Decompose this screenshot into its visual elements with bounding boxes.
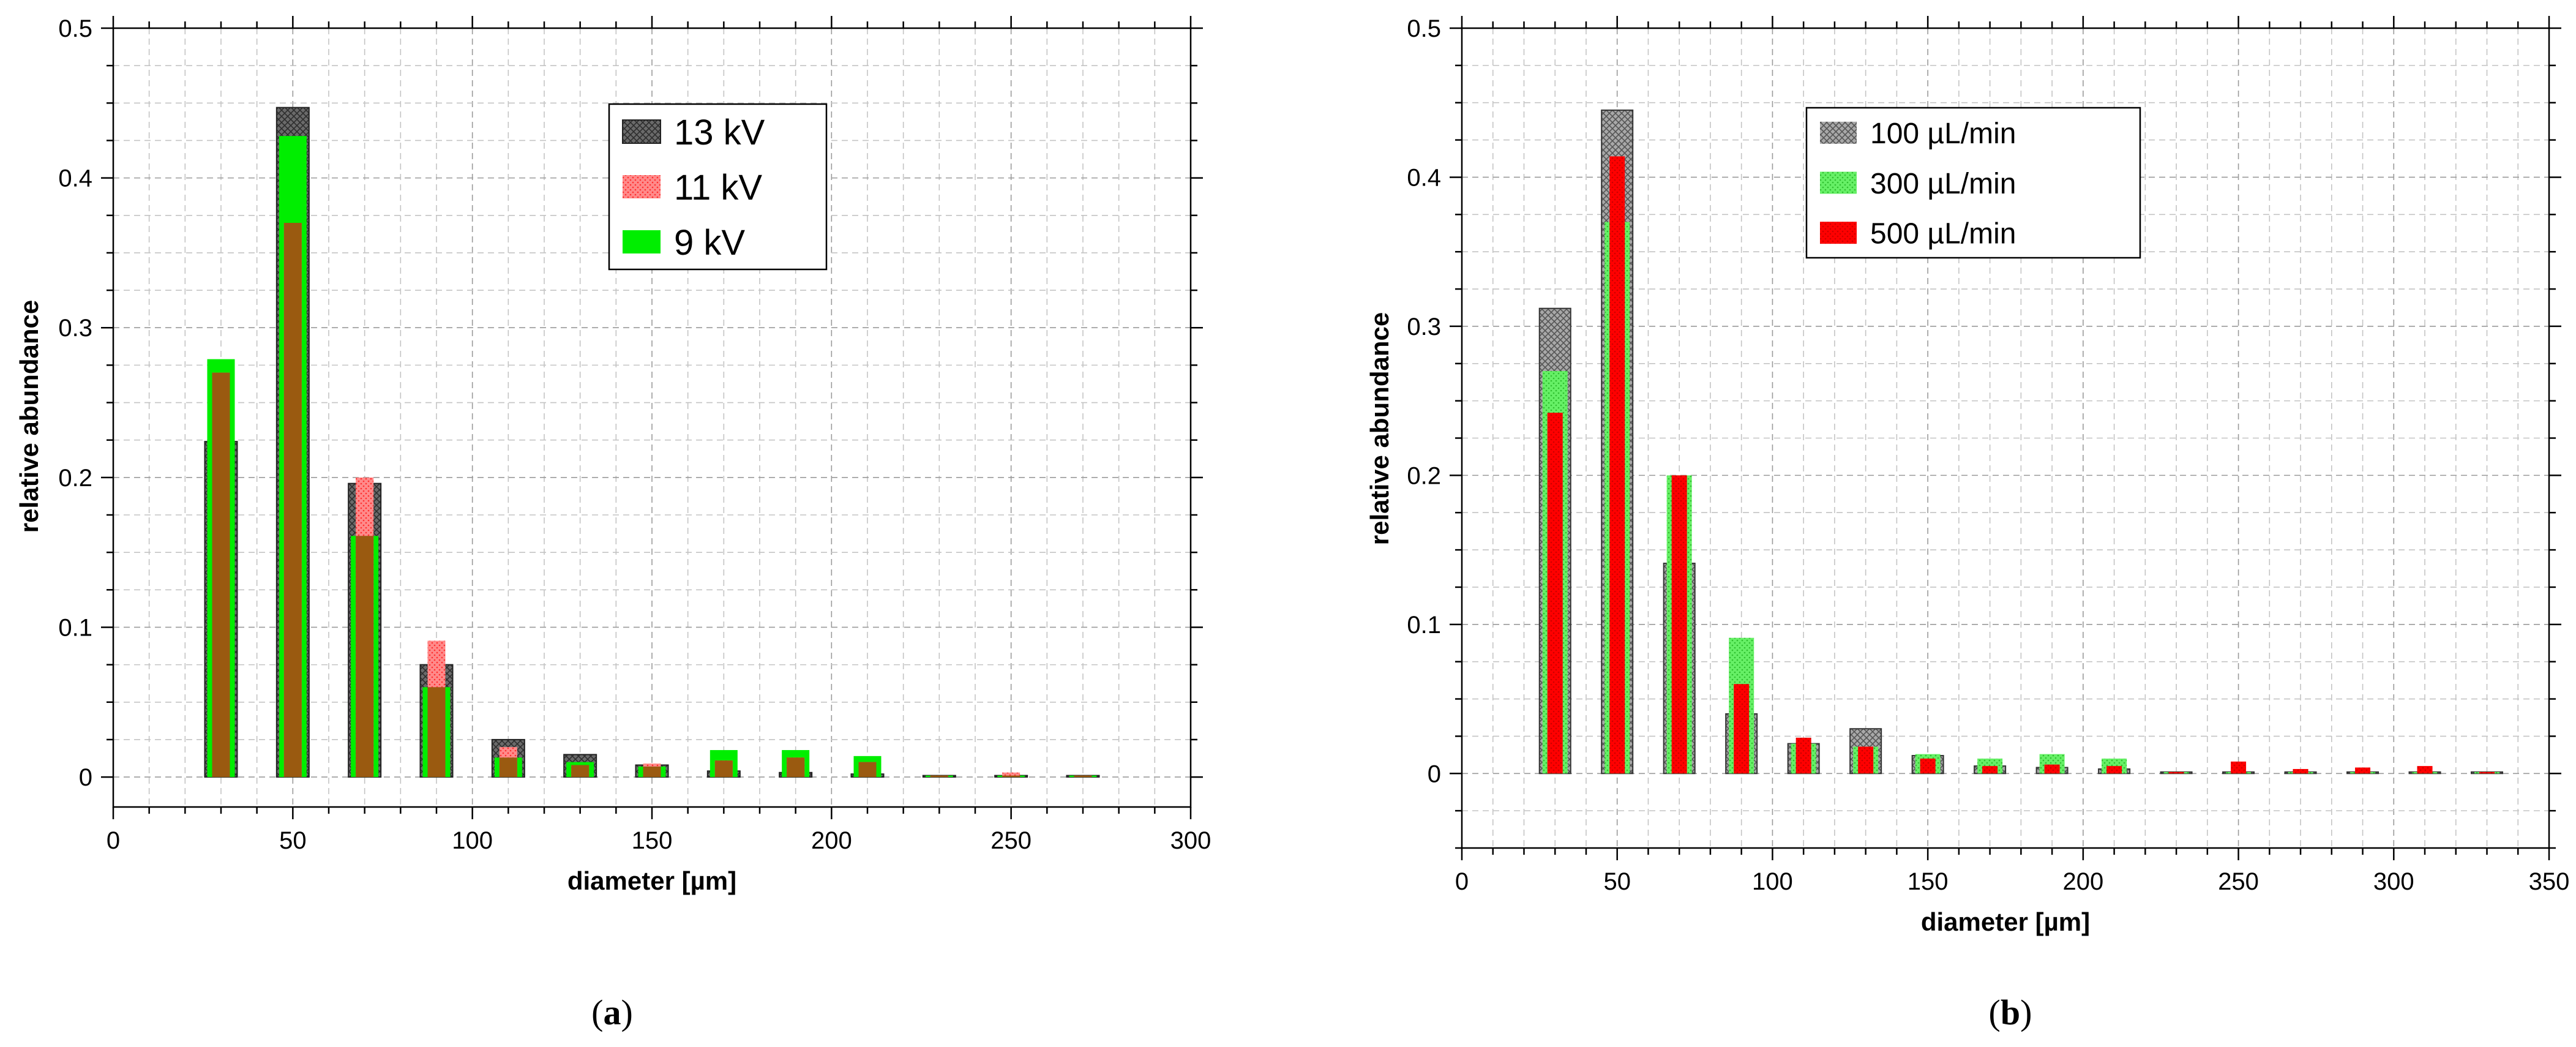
- bar-overlap: [930, 775, 948, 778]
- legend: 100 µL/min 300 µL/min 500 µL/min: [1805, 107, 2141, 259]
- x-tick-label: 50: [1603, 868, 1631, 895]
- bar-overlap: [499, 757, 517, 778]
- bar: [1671, 475, 1687, 774]
- tick-labels: 0 50 100 150 200 250 300 350 0 0.1 0.2 0.3 0.4 0.5: [1407, 15, 2569, 895]
- legend-swatch: [1820, 121, 1857, 144]
- y-tick-label: 0.4: [1407, 164, 1441, 191]
- bar: [2231, 761, 2247, 774]
- bar: [2168, 771, 2184, 774]
- x-tick-label: 300: [1170, 827, 1211, 854]
- y-tick-label: 0.3: [1407, 313, 1441, 340]
- chart-b-svg: 0 50 100 150 200 250 300 350 0 0.1 0.2 0.3 0.4 0.5 dia…: [1365, 15, 2569, 936]
- legend-label: 100 µL/min: [1870, 118, 2016, 150]
- x-tick-label: 100: [452, 827, 493, 854]
- bars: [1538, 109, 2504, 775]
- x-tick-label: 200: [2062, 868, 2103, 895]
- chart-a-svg: 0 50 100 150 200 250 300 0 0.1 0.2 0.3 0.4 0.5 diamet…: [15, 15, 1211, 895]
- x-tick-label: 250: [2218, 868, 2259, 895]
- y-tick-label: 0.3: [58, 315, 92, 342]
- bar-overlap: [1074, 775, 1092, 778]
- bar: [1002, 772, 1020, 778]
- axes: [1450, 16, 2561, 860]
- bar: [1982, 766, 1998, 774]
- bar: [2044, 764, 2060, 774]
- axes: [101, 16, 1203, 819]
- x-axis-title: diameter [µm]: [567, 866, 736, 895]
- x-tick-label: 250: [990, 827, 1032, 854]
- chart-panel-a: 0 50 100 150 200 250 300 0 0.1 0.2 0.3 0.4 0.5 diamet…: [15, 15, 1211, 1032]
- bars: [204, 107, 1100, 778]
- x-tick-label: 300: [2373, 868, 2414, 895]
- bar: [2417, 766, 2433, 774]
- x-tick-label: 0: [1455, 868, 1469, 895]
- legend-swatch: [1820, 222, 1857, 244]
- x-tick-label: 150: [632, 827, 673, 854]
- bar-overlap: [427, 687, 446, 778]
- bar: [1920, 758, 1936, 774]
- legend-swatch: [622, 119, 661, 144]
- bar-overlap: [858, 762, 877, 778]
- series-11-kv: [212, 223, 1092, 778]
- bar-overlap: [1002, 775, 1020, 778]
- legend-label: 11 kV: [674, 168, 762, 208]
- y-axis-title: relative abundance: [15, 300, 43, 533]
- panel-caption-b: (b): [1988, 993, 2032, 1032]
- bar-overlap: [356, 536, 374, 778]
- x-tick-label: 350: [2529, 868, 2570, 895]
- y-tick-label: 0.2: [1407, 462, 1441, 489]
- legend-swatch: [623, 230, 661, 253]
- bar: [1609, 156, 1625, 774]
- bar: [2293, 768, 2308, 774]
- bar-overlap: [283, 223, 302, 778]
- x-tick-label: 100: [1752, 868, 1793, 895]
- bar-overlap: [643, 766, 661, 778]
- y-tick-label: 0.5: [1407, 15, 1441, 42]
- y-tick-label: 0.1: [1407, 612, 1441, 639]
- x-tick-label: 50: [279, 827, 307, 854]
- legend-label: 13 kV: [674, 113, 765, 152]
- legend-label: 500 µL/min: [1870, 217, 2016, 250]
- y-tick-label: 0: [79, 764, 92, 791]
- x-tick-label: 200: [811, 827, 852, 854]
- y-tick-label: 0.5: [58, 15, 92, 42]
- legend-label: 9 kV: [674, 223, 745, 263]
- legend: 13 kV 11 kV 9 kV: [608, 103, 828, 271]
- bar: [2106, 766, 2122, 774]
- y-tick-label: 0.1: [58, 614, 92, 641]
- y-tick-label: 0: [1428, 760, 1441, 787]
- y-tick-label: 0.2: [58, 465, 92, 492]
- bar: [1547, 413, 1563, 774]
- bar: [1795, 737, 1811, 774]
- bar-overlap: [212, 372, 230, 778]
- x-tick-label: 150: [1908, 868, 1949, 895]
- bar-overlap: [571, 765, 590, 778]
- legend-swatch: [623, 175, 661, 198]
- bar-overlap: [714, 760, 733, 778]
- bar-overlap: [787, 757, 805, 778]
- bar: [2355, 767, 2371, 774]
- x-tick-label: 0: [107, 827, 120, 854]
- y-tick-label: 0.4: [58, 165, 92, 192]
- y-axis-title: relative abundance: [1365, 312, 1394, 545]
- bar: [1734, 684, 1750, 774]
- x-axis-title: diameter [µm]: [1921, 907, 2090, 936]
- chart-panel-b: 0 50 100 150 200 250 300 350 0 0.1 0.2 0.3 0.4 0.5 dia…: [1288, 0, 2576, 1047]
- panel-caption-a: (a): [591, 993, 633, 1032]
- bar: [1858, 746, 1874, 774]
- legend-label: 300 µL/min: [1870, 168, 2016, 200]
- tick-labels: 0 50 100 150 200 250 300 0 0.1 0.2 0.3 0.4 0.5: [58, 15, 1211, 854]
- legend-swatch: [1820, 171, 1857, 194]
- series-500-l-min: [1547, 156, 2495, 774]
- bar: [2479, 771, 2495, 774]
